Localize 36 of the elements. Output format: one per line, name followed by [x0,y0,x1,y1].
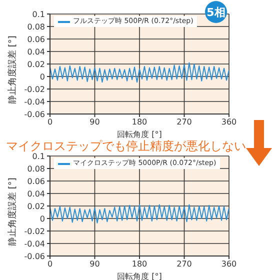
x-axis-title: 回転角度 [°] [117,130,162,139]
x-tick-label: 270 [176,260,192,269]
y-tick-label: -0.02 [24,226,45,236]
x-tick-label: 270 [176,118,192,127]
y-axis-title: 静止角度誤差 [°] [7,178,18,246]
x-tick-label: 180 [132,260,148,269]
text: マイクロステップでも停止精度が悪化しない [6,139,246,153]
y-tick-label: -0.06 [24,252,45,261]
x-tick-label: 90 [90,260,100,269]
x-tick-label: 0 [47,260,53,269]
y-tick-label: 0.1 [32,152,45,161]
y-tick-label: 0.1 [32,10,45,19]
y-tick-label: 0.04 [27,189,45,198]
y-tick-label: -0.06 [24,110,45,119]
x-tick-label: 360 [221,260,237,269]
y-tick-label: 0.02 [27,60,45,69]
y-axis-title: 静止角度誤差 [°] [7,36,18,104]
y-tick-label: 0.06 [27,176,45,186]
y-tick-label: 0.08 [27,22,45,32]
y-tick-label: 0.04 [27,47,45,56]
y-tick-label: 0 [40,214,45,224]
y-tick-label: 0 [40,72,45,82]
y-tick-label: 0.06 [27,34,45,44]
y-tick-label: 0.02 [27,202,45,211]
line-series [50,62,229,83]
x-tick-label: 90 [90,118,100,127]
y-tick-label: -0.04 [24,239,45,248]
x-tick-label: 360 [221,118,237,127]
y-tick-label: -0.02 [24,84,45,94]
circle-badge: 5相 [205,1,227,23]
y-tick-label: -0.04 [24,97,45,106]
x-axis-title: 回転角度 [°] [117,272,162,280]
x-tick-label: 0 [47,118,53,127]
y-tick-label: 0.08 [27,164,45,174]
x-tick-label: 180 [132,118,148,127]
line-series [50,204,229,224]
